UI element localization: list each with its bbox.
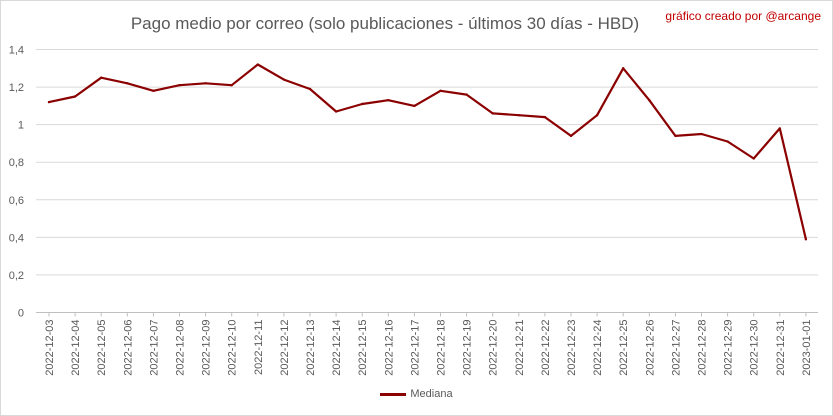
data-point xyxy=(256,63,259,66)
x-tick-label: 2022-12-10 xyxy=(227,320,239,376)
data-point xyxy=(752,157,755,160)
series-layer xyxy=(47,63,808,241)
x-tick-label: 2022-12-15 xyxy=(357,320,369,376)
data-point xyxy=(700,132,703,136)
data-point xyxy=(282,78,286,81)
legend-swatch xyxy=(380,392,407,396)
data-point xyxy=(439,89,442,93)
x-tick-label: 2022-12-16 xyxy=(383,320,395,376)
data-point xyxy=(361,102,364,106)
x-tick-label: 2022-12-04 xyxy=(70,320,82,376)
x-tick-label: 2022-12-03 xyxy=(44,320,56,376)
x-tick-label: 2022-12-05 xyxy=(96,320,108,376)
data-point xyxy=(47,100,51,104)
x-tick-label: 2022-12-23 xyxy=(566,320,578,376)
gridlines xyxy=(36,49,818,313)
series-line-mediana xyxy=(47,63,808,241)
x-tick-label: 2022-12-13 xyxy=(305,320,317,376)
x-tick-label: 2022-12-27 xyxy=(670,320,682,376)
data-point xyxy=(308,87,312,91)
data-point xyxy=(126,82,129,85)
x-tick-label: 2022-12-24 xyxy=(592,320,604,376)
x-tick-label: 2022-12-09 xyxy=(201,320,213,376)
x-tick-label: 2022-12-14 xyxy=(331,320,343,376)
data-point xyxy=(100,76,103,79)
data-point xyxy=(726,140,729,143)
data-point xyxy=(152,89,155,93)
y-tick-label: 0 xyxy=(18,308,24,320)
chart-credit: gráfico creado por @arcange xyxy=(665,9,821,23)
x-tick-label: 2022-12-08 xyxy=(175,320,187,376)
x-tick-label: 2022-12-20 xyxy=(488,320,500,376)
x-tick-label: 2022-12-17 xyxy=(409,320,421,376)
y-tick-label: 0,8 xyxy=(9,157,24,169)
x-tick-label: 2022-12-11 xyxy=(253,320,265,375)
x-tick-label: 2022-12-25 xyxy=(618,320,630,376)
y-tick-label: 0,4 xyxy=(9,232,24,244)
data-point xyxy=(465,93,468,96)
data-point xyxy=(595,114,599,117)
data-point xyxy=(387,99,390,102)
y-tick-label: 1,4 xyxy=(9,45,24,57)
data-point xyxy=(778,127,781,130)
x-tick-label: 2022-12-07 xyxy=(148,320,160,376)
x-tick-label: 2022-12-31 xyxy=(775,320,787,376)
data-point xyxy=(178,83,181,87)
legend: Mediana xyxy=(0,388,833,400)
data-point xyxy=(648,99,651,102)
data-point xyxy=(204,82,207,85)
data-point xyxy=(491,112,494,115)
x-axis-ticks: 2022-12-03 2022-12-04 2022-12-05 2022-12-06… xyxy=(44,312,813,376)
x-tick-label: 2022-12-19 xyxy=(462,320,474,376)
data-point xyxy=(517,114,520,117)
y-tick-label: 1,2 xyxy=(9,82,24,94)
data-point xyxy=(413,104,416,108)
data-point xyxy=(230,83,233,87)
legend-label: Mediana xyxy=(410,388,453,400)
data-point xyxy=(73,95,77,98)
data-point xyxy=(622,67,625,70)
data-point xyxy=(334,110,338,113)
x-tick-label: 2022-12-30 xyxy=(749,320,761,376)
x-tick-label: 2023-01-01 xyxy=(801,320,813,376)
x-tick-label: 2022-12-21 xyxy=(514,320,526,376)
x-tick-label: 2022-12-29 xyxy=(723,320,735,376)
x-tick-label: 2022-12-22 xyxy=(540,320,552,376)
x-tick-label: 2022-12-06 xyxy=(122,320,134,376)
y-tick-label: 0,2 xyxy=(9,270,24,282)
x-tick-label: 2022-12-18 xyxy=(436,320,448,376)
x-tick-label: 2022-12-12 xyxy=(279,320,291,376)
y-tick-label: 0,6 xyxy=(9,195,24,207)
y-axis-ticks: 0 0,2 0,4 0,6 0,8 1 1,2 1,4 xyxy=(9,45,24,320)
data-point xyxy=(543,115,547,119)
data-point xyxy=(674,134,677,138)
y-tick-label: 1 xyxy=(18,120,24,132)
x-tick-label: 2022-12-28 xyxy=(697,320,709,376)
data-point xyxy=(804,238,808,241)
chart-title: Pago medio por correo (solo publicacione… xyxy=(130,14,640,33)
data-point xyxy=(569,134,573,138)
x-tick-label: 2022-12-26 xyxy=(644,320,656,376)
